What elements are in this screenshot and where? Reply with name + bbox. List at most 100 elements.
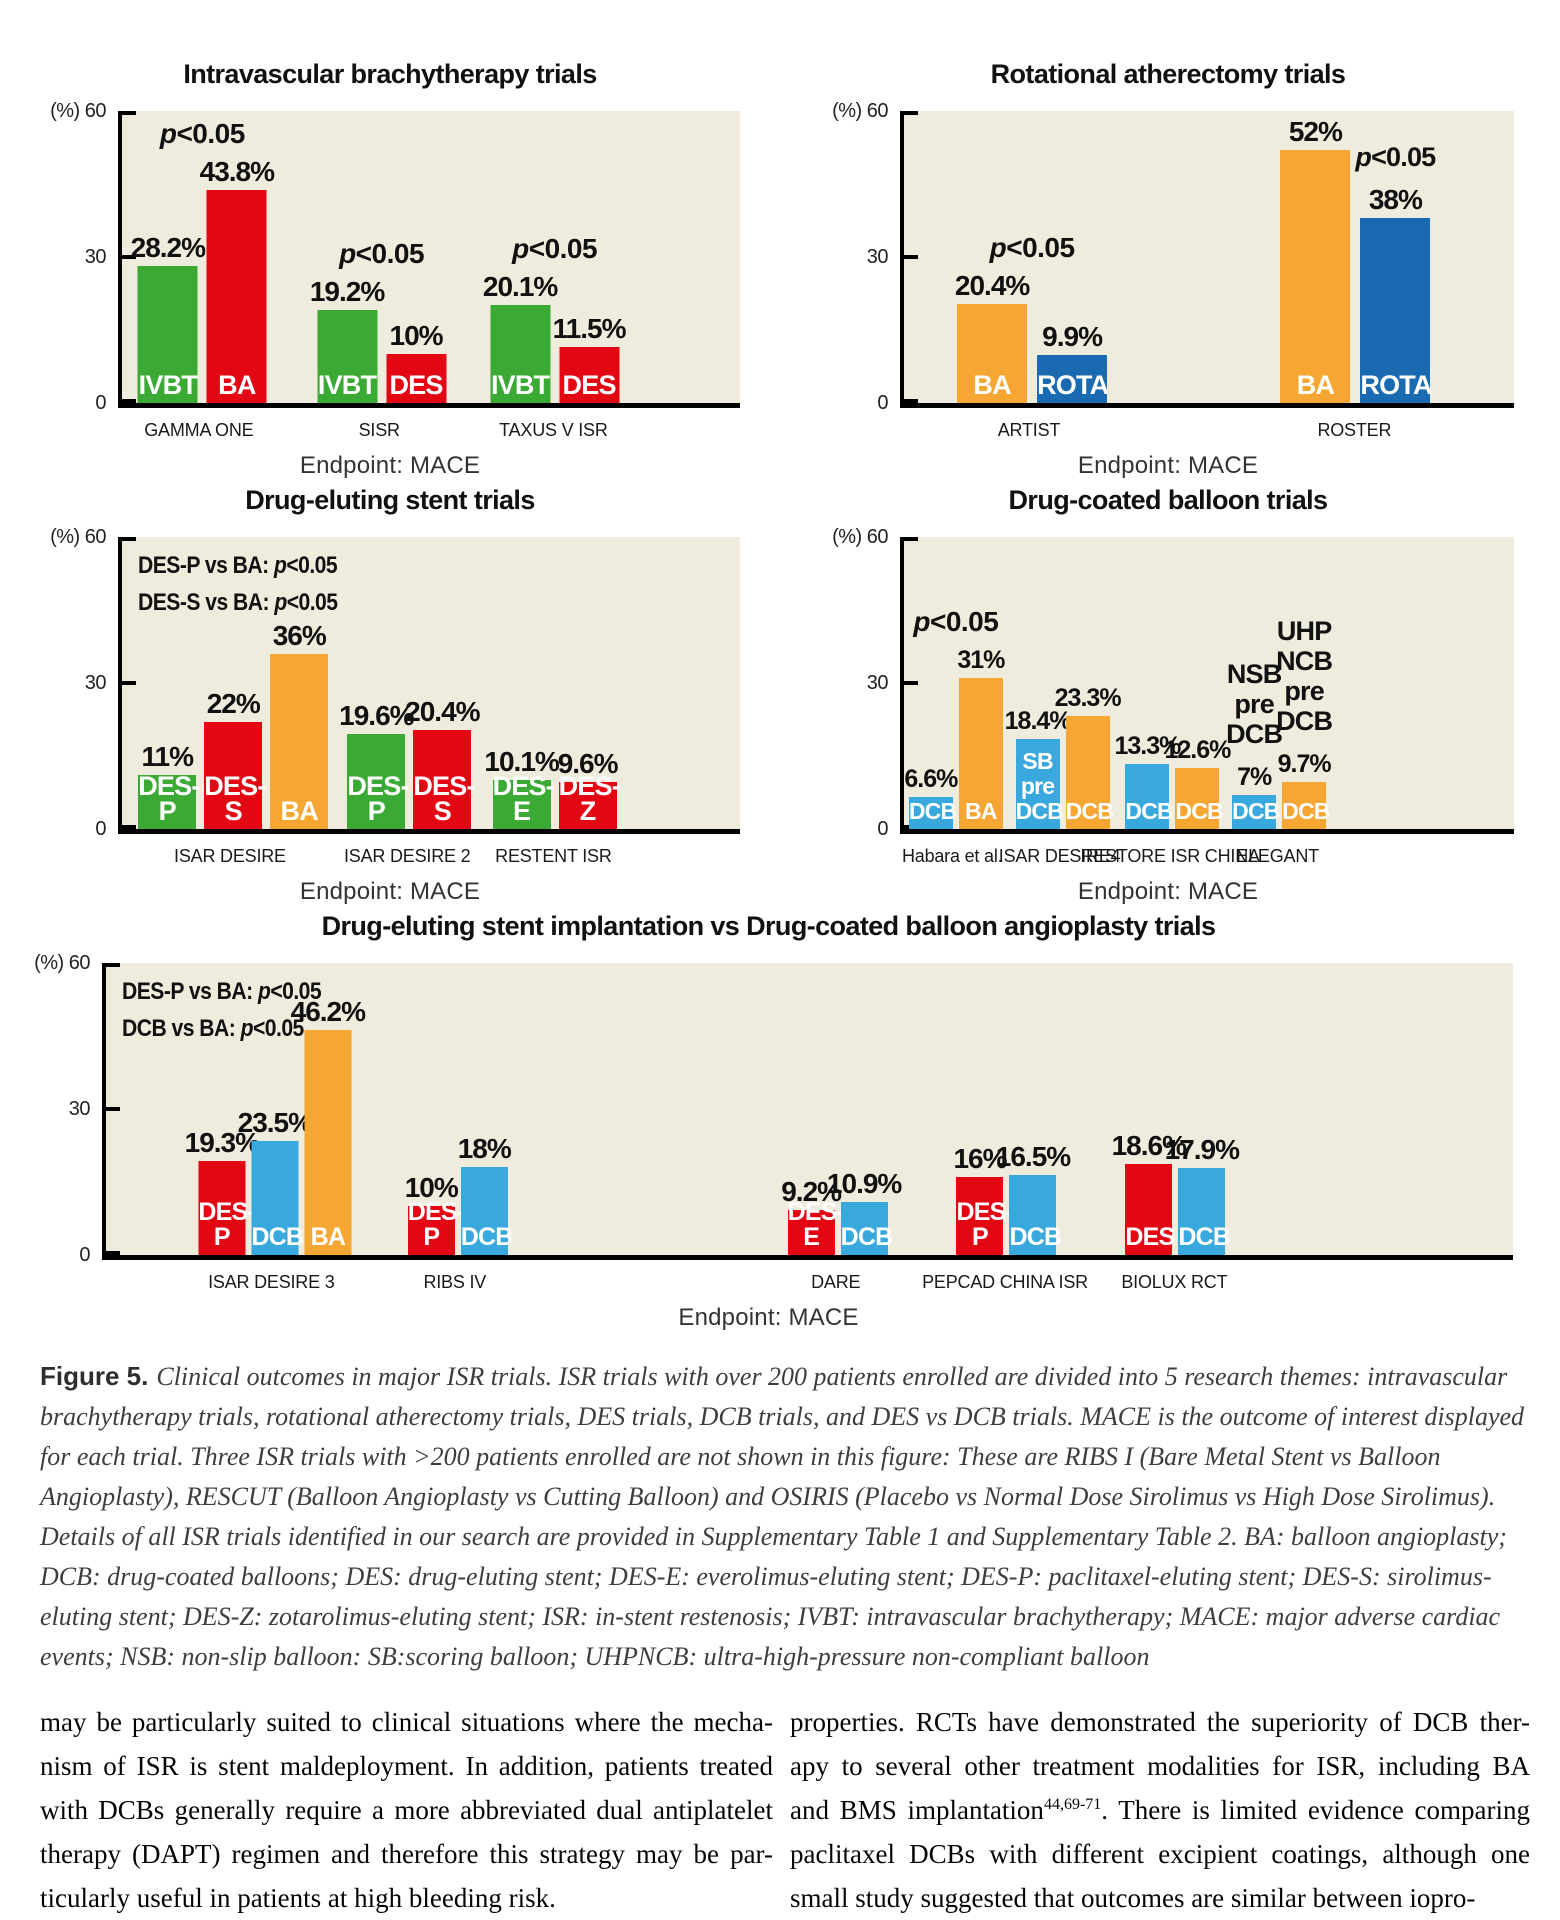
bar-value-label: 36%: [272, 620, 327, 651]
bar-group-isar-desire-3: 19.3% DES-P 23.5% DCB 46.2% BA: [185, 996, 366, 1255]
bar-treatment-label-line: ROTA: [1037, 370, 1109, 400]
tick-60: [122, 537, 136, 541]
bar-column: 13.3% DCB: [1114, 730, 1181, 829]
chart-ivbt: Intravascular brachytherapy trials (%) 60…: [40, 55, 740, 480]
y-axis: (%) 60 30 0: [822, 526, 900, 840]
bar-treatment-label: SB pre DCB: [1016, 749, 1064, 829]
bar-label-stack: 11%: [141, 741, 193, 775]
bar-column: 10% DES-P: [405, 1172, 465, 1255]
endpoint-label: Endpoint: MACE: [299, 878, 481, 905]
bar-label-stack: 9.6%: [557, 748, 619, 782]
bar-treatment-label: BA: [270, 798, 328, 829]
x-axis-labels: Habara et al. ISAR DESIRE4 RESTORE ISR CHI…: [900, 846, 1514, 870]
bar-label-stack: 18.4%: [1005, 705, 1072, 739]
bar-column: 11.5% DES: [553, 313, 627, 403]
bar-des-s: DES-S: [413, 730, 475, 829]
bar-label-stack: 18%: [458, 1133, 512, 1167]
bar-treatment-label-line: DCB: [460, 1223, 514, 1251]
bar-treatment-label-line: DCB: [1232, 798, 1280, 824]
y-axis-label-30: 30: [84, 672, 107, 694]
y-axis-label-30: 30: [866, 246, 889, 268]
bar-column: NSB pre DCB 7% DCB: [1226, 659, 1283, 829]
bar-annotation: UHP NCB pre DCB: [1276, 616, 1333, 736]
trial-name-label: RIBS IV: [423, 1272, 487, 1292]
bar-treatment-label: BA: [957, 372, 1027, 403]
y-axis-label-0: 0: [877, 818, 888, 840]
tick-0: [106, 1251, 120, 1255]
bar-treatment-label: DES-P: [347, 773, 409, 829]
bar-annotation: p<0.05: [1355, 142, 1436, 172]
body-text-line: may be particularly suited to clinical s…: [40, 1700, 773, 1744]
bar-treatment-label: DES-E: [493, 773, 555, 829]
bar-label-stack: 16%: [953, 1143, 1007, 1177]
bar-treatment-label-line: DES: [562, 370, 617, 400]
tick-60: [106, 963, 120, 967]
trial-name-label: ISAR DESIRE4: [998, 846, 1121, 866]
trial-name-label: DARE: [811, 1272, 861, 1292]
bar-sb-pre-dcb: SB pre DCB: [1015, 739, 1064, 829]
body-text-segment: with DCBs generally require a more abbre…: [40, 1795, 773, 1825]
bar-value-label: 20.4%: [405, 696, 480, 727]
p-note-prefix: DES-S vs BA:: [138, 589, 275, 616]
bar-treatment-label: DCB: [1175, 798, 1223, 829]
bar-column: UHP NCB pre DCB 9.7% DCB: [1276, 616, 1333, 829]
trial-name-label: Habara et al.: [901, 846, 1003, 866]
p-value-annotation: p<0.05: [160, 118, 245, 150]
trial-name-label: BIOLUX RCT: [1121, 1272, 1228, 1292]
body-text-segment: properties. RCTs have demonstrated the s…: [790, 1707, 1530, 1737]
bar-des-p: DES-P: [198, 1161, 256, 1255]
tick-0: [122, 825, 136, 829]
body-text-line: and BMS implantation44,69-71. There is l…: [790, 1788, 1530, 1832]
bar-label-stack: 11.5%: [553, 313, 627, 347]
bar-column: 18.4% SB pre DCB: [1005, 705, 1072, 829]
bar-treatment-label-line: DCB: [251, 1223, 304, 1251]
plot-row: (%) 60 30 0 20.4% BA 9.9% ROTA p<0.05 52% BA p<0.0…: [822, 100, 1514, 414]
bar-ivbt: IVBT: [137, 266, 198, 403]
bar-value-label: 19.2%: [309, 276, 385, 307]
figure-number-label: Figure 5.: [40, 1361, 149, 1391]
trial-name-label: GAMMA ONE: [144, 420, 254, 440]
bar-value-label: 10.1%: [484, 746, 559, 777]
bar-treatment-label-line: DES-Z: [558, 771, 621, 826]
body-text-segment: and BMS implantation: [790, 1795, 1044, 1825]
p-note-prefix: DES-P vs BA:: [122, 978, 258, 1005]
y-axis-label-60: (%) 60: [832, 100, 888, 122]
bar-dcb: DCB: [1125, 764, 1174, 829]
bar-treatment-label-line: DES-P: [407, 1198, 465, 1251]
bar-value-label: 12.6%: [1164, 736, 1231, 764]
bar-treatment-label: DCB: [1282, 799, 1330, 829]
p-symbol: p: [240, 1015, 254, 1042]
x-axis-labels: ARTIST ROSTER: [900, 420, 1514, 444]
bar-annotation-line: pre: [1234, 689, 1274, 719]
endpoint-label: Endpoint: MACE: [1077, 878, 1259, 905]
chart-desdcb: Drug-eluting stent implantation vs Drug-…: [24, 907, 1513, 1332]
bar-treatment-label-line: IVBT: [317, 370, 377, 400]
body-text-line: therapy (DAPT) regimen and therefore thi…: [40, 1832, 773, 1876]
bar-des: DES: [1125, 1164, 1175, 1255]
trial-name-label: ISAR DESIRE 2: [343, 846, 471, 866]
bar-des-p: DES-P: [407, 1200, 465, 1255]
bar-treatment-label: DES-E: [788, 1200, 845, 1255]
p-note-value: <0.05: [270, 978, 322, 1005]
bar-group-roster: 52% BA p<0.05 38% ROTA: [1280, 116, 1436, 403]
bar-treatment-label: DES-P: [198, 1200, 255, 1255]
bar-treatment-label-line: DCB: [1009, 1223, 1062, 1251]
bar-treatment-label: DCB: [1178, 1225, 1231, 1255]
body-text-left-column: may be particularly suited to clinical s…: [40, 1700, 773, 1920]
bar-ba: BA: [270, 654, 329, 829]
p-value-annotation: p<0.05: [913, 606, 998, 638]
bar-column: 10% DES: [386, 320, 447, 403]
bar-ivbt: IVBT: [490, 305, 551, 403]
body-text-line: paclitaxel DCBs with different excipient…: [790, 1832, 1530, 1876]
y-axis: (%) 60 30 0: [822, 100, 900, 414]
bar-group-isar-desire4: 18.4% SB pre DCB 23.3% DCB: [1005, 682, 1122, 829]
bar-ba: BA: [206, 190, 267, 403]
bar-treatment-label-line: DCB: [1175, 798, 1223, 824]
bar-value-label: 9.6%: [557, 748, 619, 779]
bar-column: 18% DCB: [458, 1133, 514, 1255]
endpoint-label: Endpoint: MACE: [1077, 452, 1259, 479]
bar-des-z: DES-Z: [558, 773, 621, 829]
bar-value-label: 19.6%: [339, 700, 414, 731]
bar-value-label: 23.5%: [237, 1107, 313, 1138]
y-axis-label-60: (%) 60: [50, 100, 106, 122]
